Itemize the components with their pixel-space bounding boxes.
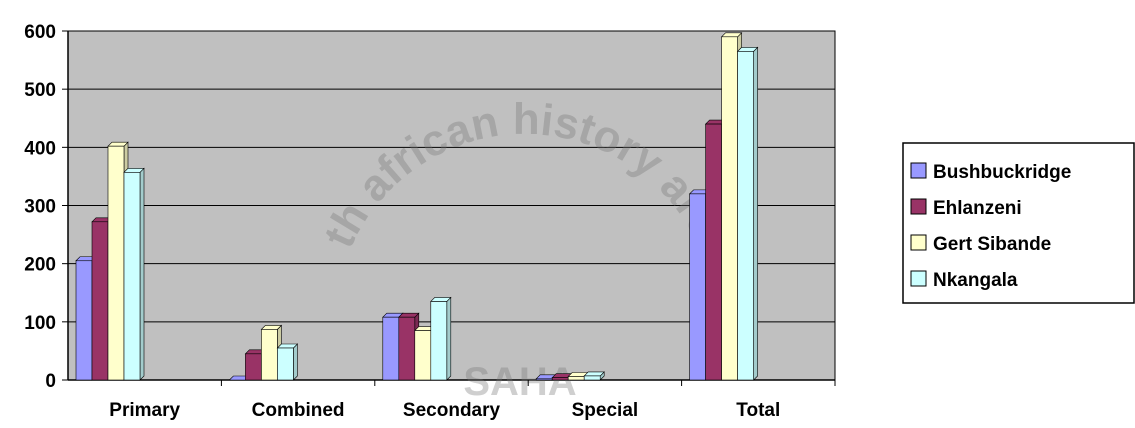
bar <box>277 348 293 380</box>
bar-side <box>447 297 451 380</box>
bar <box>584 376 600 380</box>
legend-label: Gert Sibande <box>933 234 1051 255</box>
y-tick-label: 0 <box>45 371 56 392</box>
bar <box>722 37 738 380</box>
legend-label: Ehlanzeni <box>933 198 1022 219</box>
bar <box>738 51 754 380</box>
bar-side <box>293 344 297 380</box>
y-tick-label: 400 <box>24 138 56 159</box>
bar <box>245 354 261 380</box>
bar <box>108 146 124 380</box>
legend-swatch <box>911 235 926 250</box>
bar-top <box>124 168 144 172</box>
bar <box>431 301 447 380</box>
bar-top <box>277 344 297 348</box>
legend-label: Nkangala <box>933 270 1018 291</box>
bar-top <box>261 325 281 329</box>
x-tick-label: Combined <box>252 400 345 421</box>
x-tick-label: Special <box>572 400 639 421</box>
bar-top <box>722 33 742 37</box>
bar <box>92 222 108 380</box>
legend-swatch <box>911 163 926 178</box>
bar <box>690 194 706 380</box>
bar-side <box>140 168 144 380</box>
bar <box>399 317 415 380</box>
bar <box>415 331 431 380</box>
bar-top <box>584 372 604 376</box>
bar <box>124 172 140 380</box>
bar-top <box>431 297 451 301</box>
bar <box>261 329 277 380</box>
bar <box>706 124 722 380</box>
bar <box>76 261 92 380</box>
bar-top <box>399 313 419 317</box>
y-tick-label: 300 <box>24 197 56 218</box>
bar-top <box>108 142 128 146</box>
bar-top <box>738 47 758 51</box>
bar-side <box>754 47 758 380</box>
x-tick-label: Secondary <box>403 400 501 421</box>
bar <box>568 377 584 380</box>
x-tick-label: Total <box>736 400 780 421</box>
x-tick-label: Primary <box>109 400 180 421</box>
legend-swatch <box>911 271 926 286</box>
legend-label: Bushbuckridge <box>933 162 1071 183</box>
legend-swatch <box>911 199 926 214</box>
y-tick-label: 200 <box>24 255 56 276</box>
y-tick-label: 100 <box>24 313 56 334</box>
bar <box>552 378 568 380</box>
watermark-logo: SAHA <box>463 360 576 404</box>
y-tick-label: 600 <box>24 22 56 43</box>
chart: 0100200300400500600south african history… <box>0 0 1135 423</box>
bar <box>536 379 552 380</box>
bar <box>383 317 399 380</box>
y-tick-label: 500 <box>24 80 56 101</box>
